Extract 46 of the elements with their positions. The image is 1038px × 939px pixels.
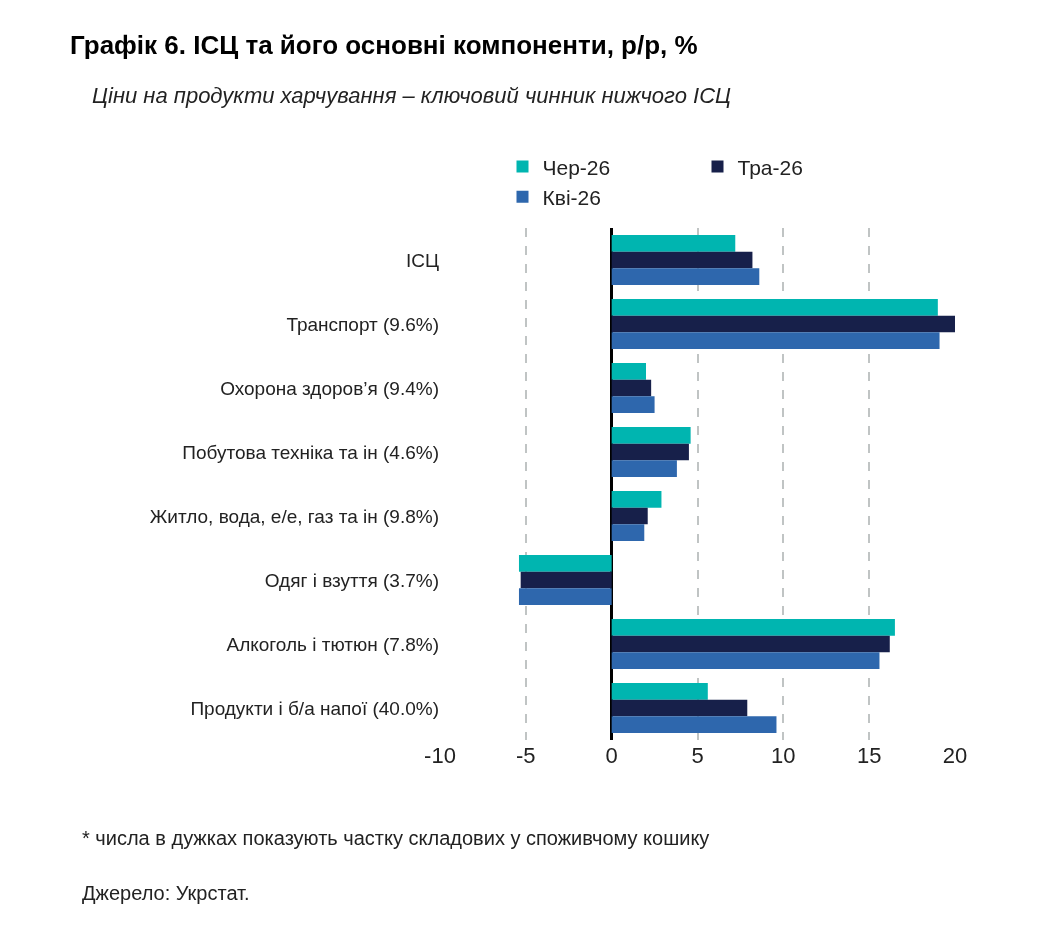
y-tick-label: Продукти і б/а напої (40.0%) [190,697,439,719]
y-tick-label: Побутова техніка та ін (4.6%) [182,441,439,463]
bar [611,491,662,508]
bar [611,652,880,669]
bar [611,379,652,397]
bar [520,571,612,589]
bar [611,315,955,333]
bar [611,507,648,525]
x-tick-label: 10 [771,743,796,768]
bar [611,235,736,252]
legend-label: Кві-26 [542,186,601,210]
y-tick-label: Житло, вода, е/е, газ та ін (9.8%) [149,505,439,527]
bar [611,443,689,461]
chart-title: Графік 6. ІСЦ та його основні компоненти, р/р, % [70,30,698,61]
legend-label: Чер-26 [542,155,611,179]
chart-subtitle: Ціни на продукти харчування – ключовий чинник нижчого ІСЦ [92,83,732,108]
bar [611,268,760,285]
bar [611,683,708,700]
x-tick-label: 5 [691,743,704,768]
x-tick-label: 0 [605,743,618,768]
x-tick-label: -5 [516,743,536,768]
bar [611,332,940,349]
y-tick-label: Транспорт (9.6%) [286,313,439,335]
x-tick-label: 15 [856,743,882,768]
bar [518,588,612,605]
bar [611,299,938,316]
bar [611,396,655,413]
bar [611,460,677,477]
legend-label: Тра-26 [737,155,803,179]
bar [518,555,612,572]
y-tick-label: Алкоголь і тютюн (7.8%) [226,633,439,655]
x-tick-label: 20 [942,743,968,768]
bar [611,716,777,733]
bar [611,427,691,444]
bar [611,619,895,636]
y-tick-label: Одяг і взуття (3.7%) [264,569,439,591]
text: * числа в дужках показують частку складових у споживчому кошику [82,827,710,849]
bar [611,699,748,717]
x-tick-label: -10 [424,743,456,768]
bar [611,251,753,269]
bar [611,524,645,541]
bar [611,635,890,653]
bar [611,363,646,380]
text: Джерело: Укрстат. [82,882,250,904]
y-tick-label: ІСЦ [405,249,439,271]
y-tick-label: Охорона здоров’я (9.4%) [220,377,439,399]
